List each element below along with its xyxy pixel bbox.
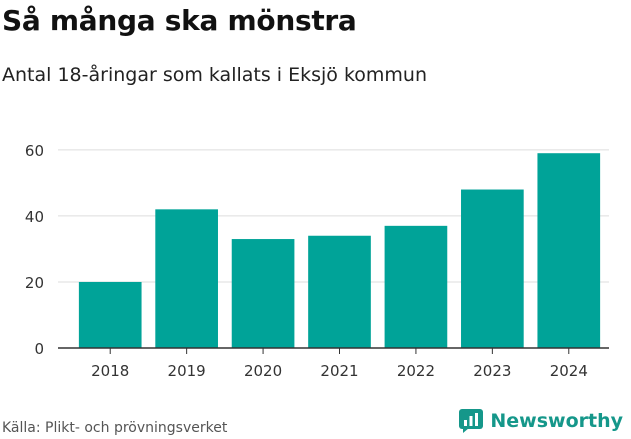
newsworthy-logo-icon (459, 409, 484, 433)
x-tick-label: 2019 (168, 362, 206, 380)
x-tick-label: 2023 (473, 362, 511, 380)
y-tick-label: 20 (25, 274, 44, 292)
brand-logo: Newsworthy (458, 408, 623, 434)
x-tick-label: 2024 (550, 362, 588, 380)
bar (537, 153, 601, 348)
bar-chart: 0 20 40 60 2018 2019 2020 2021 2022 2023 2024 (25, 142, 609, 380)
bar (231, 239, 295, 348)
brand-name: Newsworthy (490, 410, 623, 432)
x-tick-label: 2020 (244, 362, 282, 380)
y-tick-label: 60 (25, 142, 44, 160)
chart-subtitle: Antal 18-åringar som kallats i Eksjö kom… (2, 64, 428, 86)
bar (384, 225, 448, 348)
x-tick-label: 2022 (397, 362, 435, 380)
bar (308, 235, 371, 348)
x-tick-label: 2018 (91, 362, 129, 380)
source-note: Källa: Plikt- och prövningsverket (2, 420, 228, 436)
bar (461, 189, 524, 348)
bar (78, 281, 142, 348)
x-tick-label: 2021 (320, 362, 358, 380)
y-tick-label: 40 (25, 208, 44, 226)
chart-title: Så många ska mönstra (2, 4, 357, 37)
bar (155, 209, 218, 348)
y-tick-label: 0 (34, 340, 44, 358)
